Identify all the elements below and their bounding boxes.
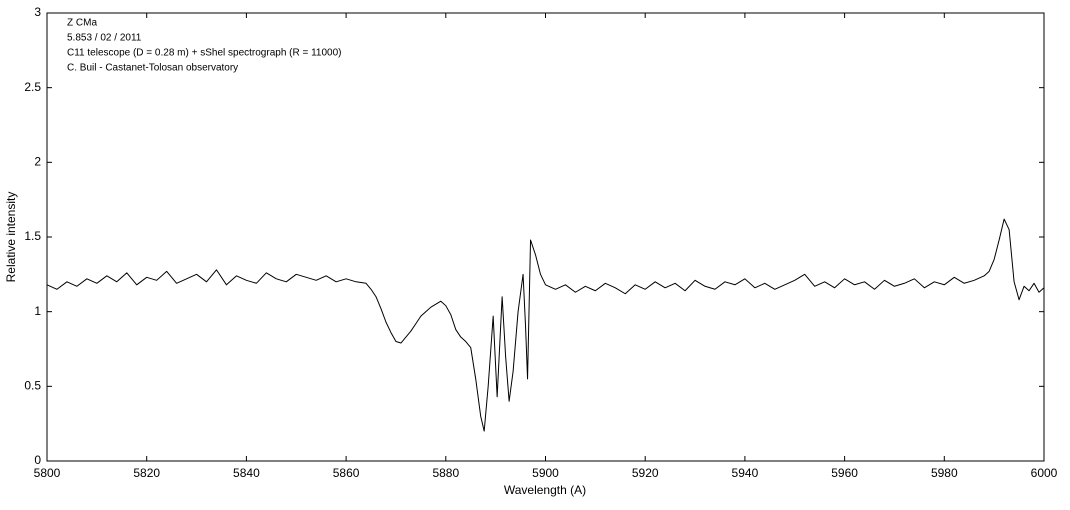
y-tick-label: 2	[34, 155, 41, 169]
y-tick-label: 0.5	[24, 379, 41, 393]
x-tick-label: 5820	[133, 466, 160, 480]
y-tick-label: 1.5	[24, 229, 41, 243]
x-tick-label: 5800	[34, 466, 61, 480]
x-tick-label: 6000	[1031, 466, 1058, 480]
x-tick-label: 5860	[333, 466, 360, 480]
x-tick-label: 5920	[632, 466, 659, 480]
x-tick-label: 5880	[432, 466, 459, 480]
y-tick-label: 2.5	[24, 80, 41, 94]
x-tick-label: 5840	[233, 466, 260, 480]
annotation: C11 telescope (D = 0.28 m) + sShel spect…	[67, 48, 342, 59]
y-tick-label: 3	[34, 5, 41, 19]
y-tick-label: 1	[34, 304, 41, 318]
annotation: Z CMa	[67, 18, 97, 29]
annotation: 5.853 / 02 / 2011	[67, 33, 142, 44]
x-tick-label: 5980	[931, 466, 958, 480]
x-tick-label: 5940	[732, 466, 759, 480]
spectrum-line	[46, 218, 1045, 432]
x-tick-label: 5960	[831, 466, 858, 480]
x-axis-label: Wavelength (A)	[504, 483, 586, 497]
x-tick-label: 5900	[532, 466, 559, 480]
annotation: C. Buil - Castanet-Tolosan observatory	[67, 63, 238, 74]
y-axis-label: Relative intensity	[4, 192, 18, 283]
y-tick-label: 0	[34, 453, 41, 467]
